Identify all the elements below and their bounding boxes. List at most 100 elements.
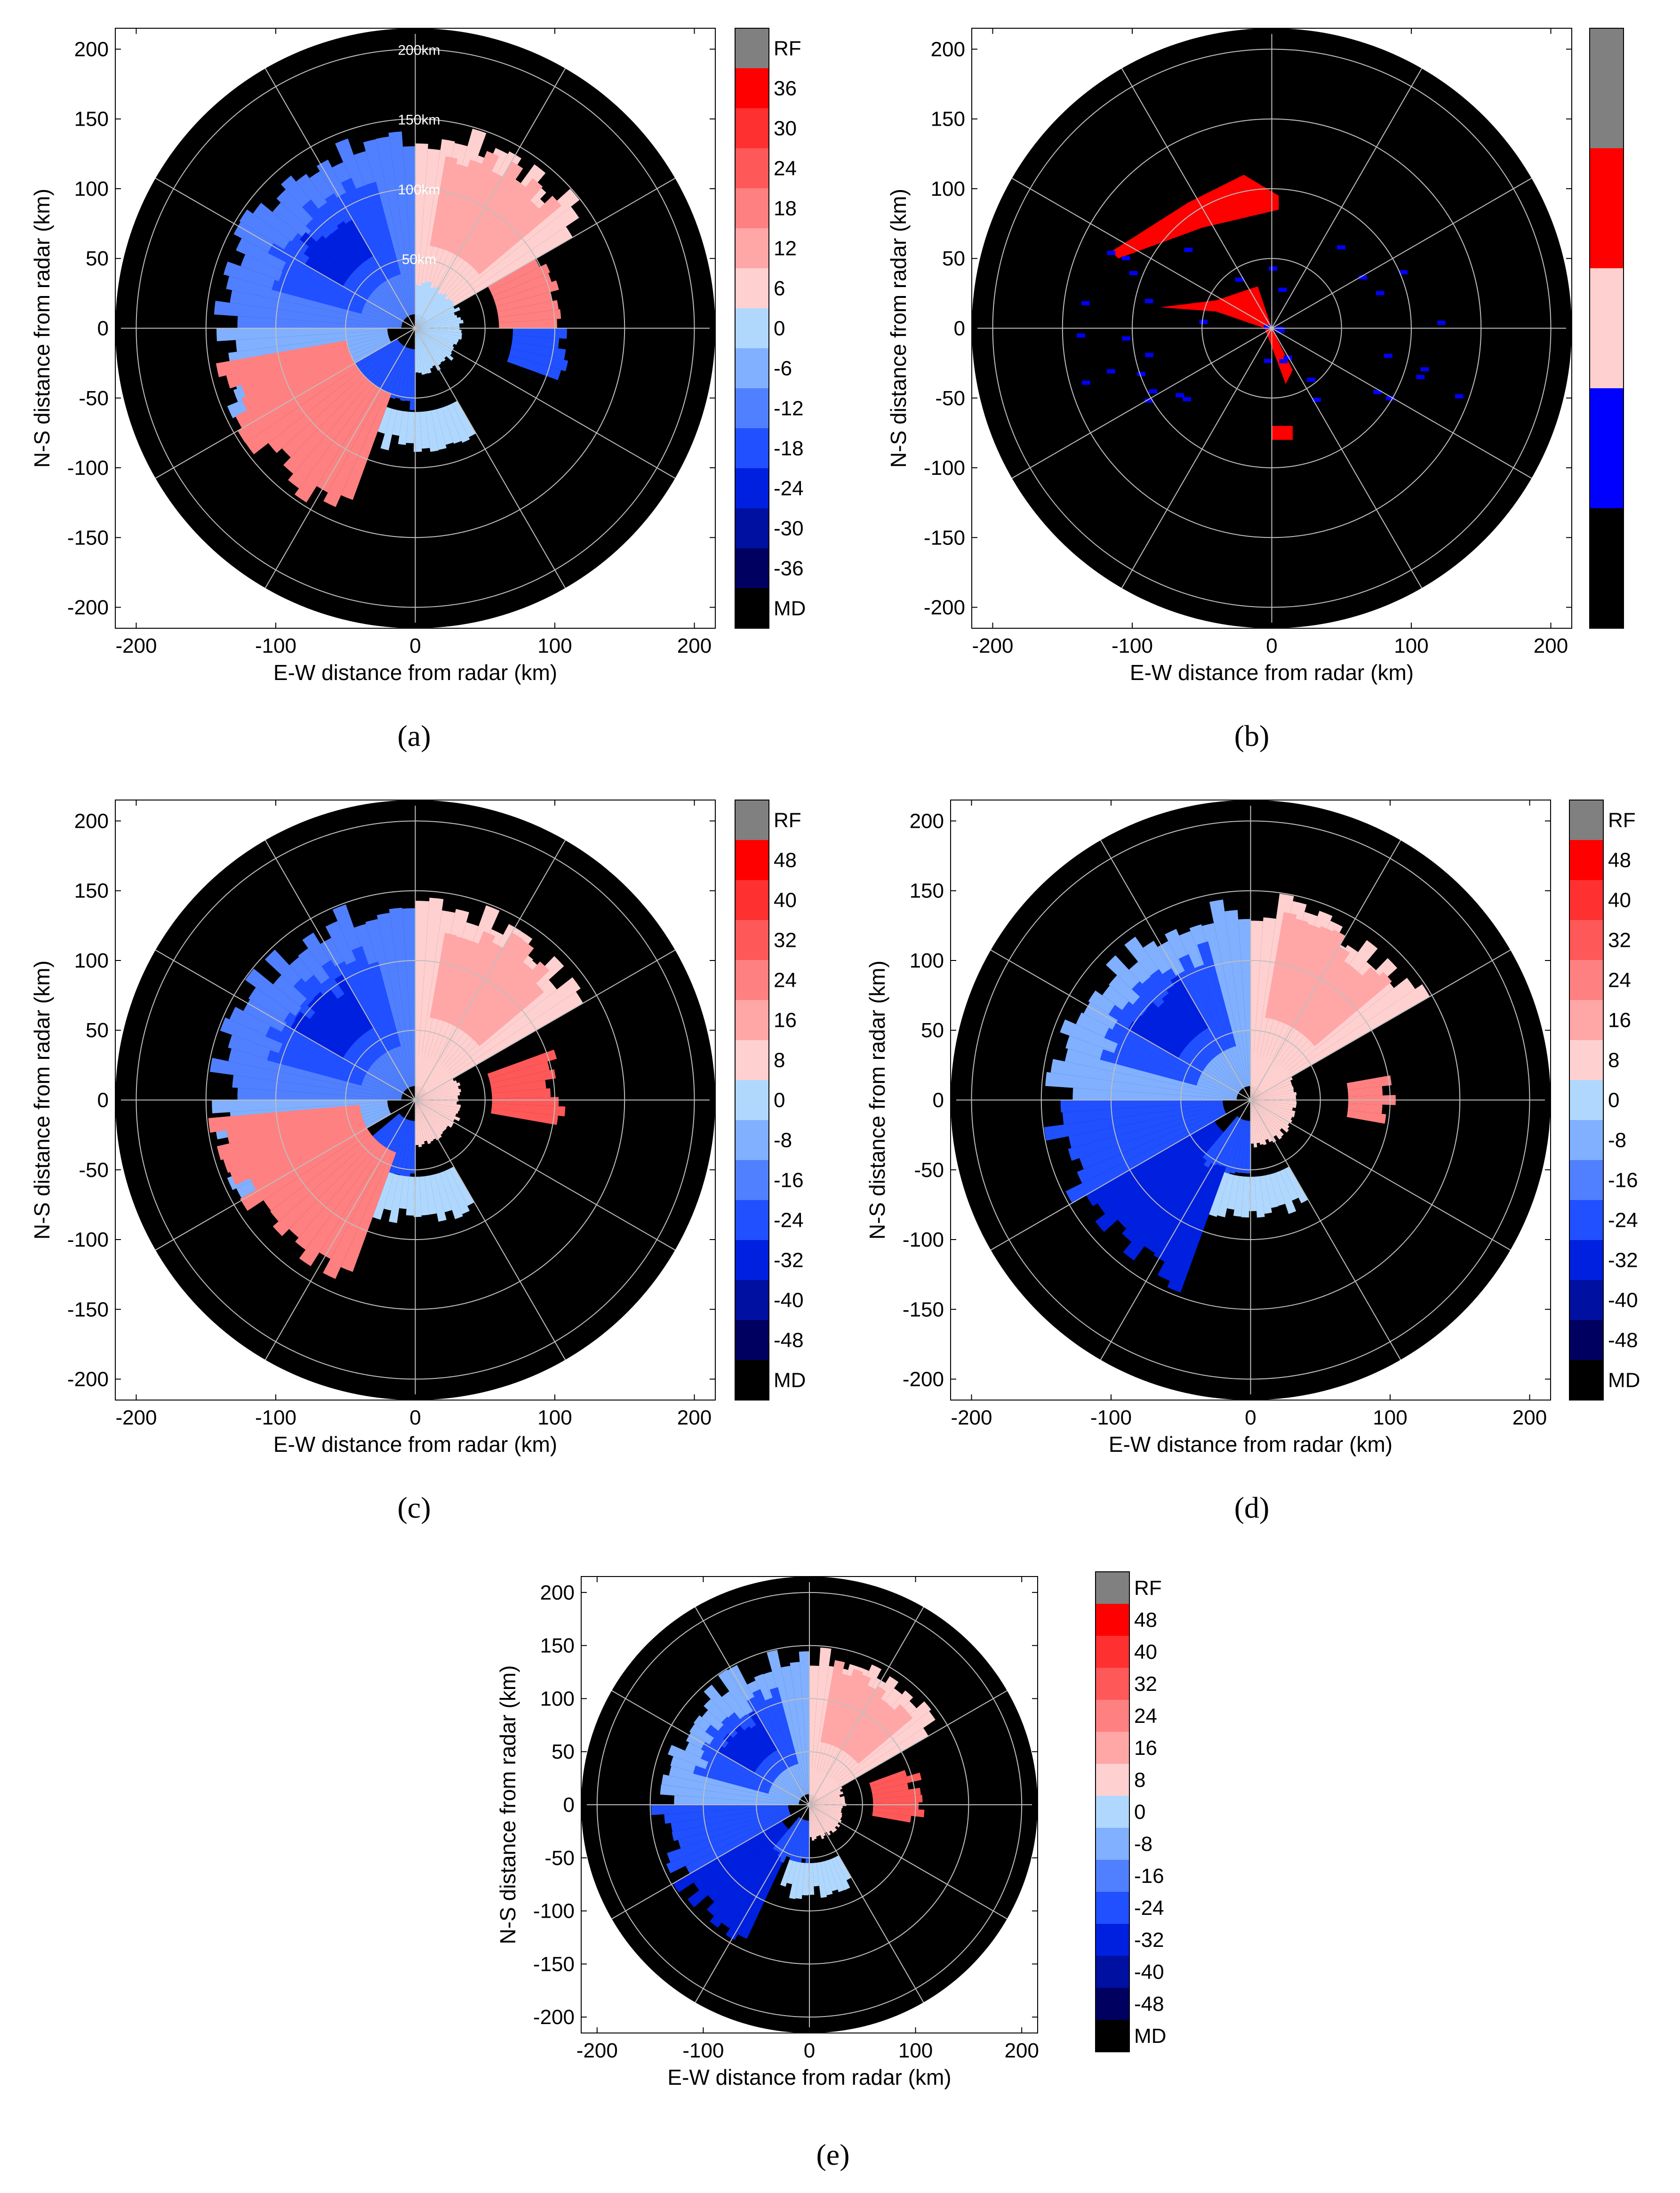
echo-sector <box>343 338 398 375</box>
echo-sector <box>424 1175 437 1215</box>
echo-sector <box>299 232 352 278</box>
echo-sector <box>415 1067 449 1100</box>
x-tick-label: -200 <box>576 2039 618 2062</box>
echo-sector <box>295 1142 383 1250</box>
colorbar-label: -8 <box>1134 1833 1152 1856</box>
colorbar-swatch <box>1569 1280 1603 1321</box>
azimuth-spoke <box>415 840 566 1101</box>
echo-sector <box>415 285 422 328</box>
azimuth-spoke <box>1271 68 1423 328</box>
echo-sector <box>765 1697 796 1766</box>
echo-sector <box>1280 1169 1299 1201</box>
echo-sector <box>377 346 407 402</box>
echo-sector <box>1100 1049 1198 1086</box>
flag-speck <box>1107 251 1116 255</box>
echo-sector <box>789 1819 805 1862</box>
echo-sector <box>1117 1128 1222 1229</box>
flag-speck <box>1121 256 1130 261</box>
echo-sector <box>323 989 365 1037</box>
echo-sector <box>1045 1072 1237 1099</box>
echo-sector <box>441 406 462 444</box>
echo-sector <box>809 1805 831 1832</box>
echo-sector <box>430 156 458 247</box>
echo-sector <box>415 298 451 328</box>
azimuth-spoke <box>155 949 416 1101</box>
range-ring-label: 100km <box>398 182 440 198</box>
flag-speck <box>1416 375 1425 379</box>
echo-sector <box>848 1704 895 1758</box>
colorbar-label: RF <box>774 809 801 832</box>
echo-sector <box>812 1863 819 1887</box>
colorbar-label: 32 <box>1608 929 1631 952</box>
azimuth-spoke <box>695 1607 810 1805</box>
echo-sector <box>1250 1100 1297 1105</box>
echo-sector <box>497 300 559 318</box>
y-tick-label: 200 <box>540 1581 575 1604</box>
echo-sector <box>734 1725 768 1760</box>
y-tick-label: 100 <box>74 177 109 200</box>
colorbar-frame <box>735 800 769 1401</box>
colorbar-swatch <box>1096 1732 1129 1764</box>
y-tick-label: 200 <box>74 38 109 61</box>
y-tick-label: -50 <box>544 1847 575 1870</box>
flag-speck <box>1082 380 1090 385</box>
colorbar-label: -12 <box>774 397 804 420</box>
echo-sector <box>809 1805 837 1828</box>
echo-sector <box>701 1751 772 1788</box>
azimuth-spoke <box>1250 949 1511 1101</box>
echo-sector <box>1250 1056 1263 1100</box>
echo-sector <box>1167 1138 1237 1293</box>
x-tick-label: 0 <box>1245 1406 1256 1429</box>
echo-sector <box>323 1149 393 1279</box>
echo-sector <box>415 323 460 328</box>
echo-sector <box>786 1861 797 1884</box>
echo-sector <box>415 1071 450 1100</box>
echo-sector <box>491 1108 558 1125</box>
echo-sector <box>487 1049 557 1079</box>
azimuth-spoke <box>415 1099 676 1251</box>
colorbar-swatch <box>735 1120 769 1161</box>
echo-sector <box>799 1651 809 1794</box>
echo-sector <box>664 1806 789 1824</box>
echo-sector <box>852 1704 907 1761</box>
echo-sector <box>1227 1175 1240 1210</box>
echo-sector <box>809 1772 819 1805</box>
echo-sector <box>1079 1109 1225 1169</box>
echo-sector <box>467 178 543 266</box>
colorbar-label: -8 <box>1608 1129 1626 1152</box>
colorbar-label: 18 <box>774 197 797 220</box>
echo-sector <box>415 1100 427 1142</box>
echo-sector <box>498 309 561 323</box>
colorbar-label: 24 <box>1608 969 1631 992</box>
echo-sector <box>1134 1015 1184 1054</box>
colorbar-label: 48 <box>1134 1609 1157 1632</box>
echo-sector <box>406 1177 415 1216</box>
x-tick-label: 0 <box>804 2039 815 2062</box>
echo-sector <box>272 280 363 314</box>
echo-sector <box>208 1105 360 1133</box>
echo-sector <box>326 233 360 269</box>
colorbar-label: -16 <box>1134 1865 1164 1888</box>
x-tick-label: -100 <box>1112 634 1153 657</box>
colorbar-swatch <box>1096 1924 1129 1956</box>
echo-sector <box>1346 1110 1386 1124</box>
echo-sector <box>366 182 401 276</box>
y-axis-label: N-S distance from radar (km) <box>865 960 889 1240</box>
x-tick-label: -100 <box>255 634 296 657</box>
colorbar-swatch <box>1569 840 1603 880</box>
y-axis-label: N-S distance from radar (km) <box>886 189 911 468</box>
echo-sector <box>283 378 371 474</box>
colorbar-swatch <box>1569 880 1603 920</box>
echo-sector <box>1250 1100 1254 1144</box>
echo-sector <box>235 359 355 429</box>
y-tick-label: -150 <box>67 526 109 549</box>
flag-speck <box>1183 397 1192 401</box>
colorbar-swatch <box>735 1040 769 1080</box>
colorbar-label: -18 <box>774 437 804 460</box>
colorbar <box>1589 28 1624 629</box>
colorbar-label: -24 <box>774 1209 804 1232</box>
colorbar-swatch <box>735 468 769 509</box>
colorbar-label: 24 <box>1134 1705 1157 1728</box>
echo-sector <box>773 1817 800 1851</box>
echo-sector <box>1250 1100 1276 1137</box>
